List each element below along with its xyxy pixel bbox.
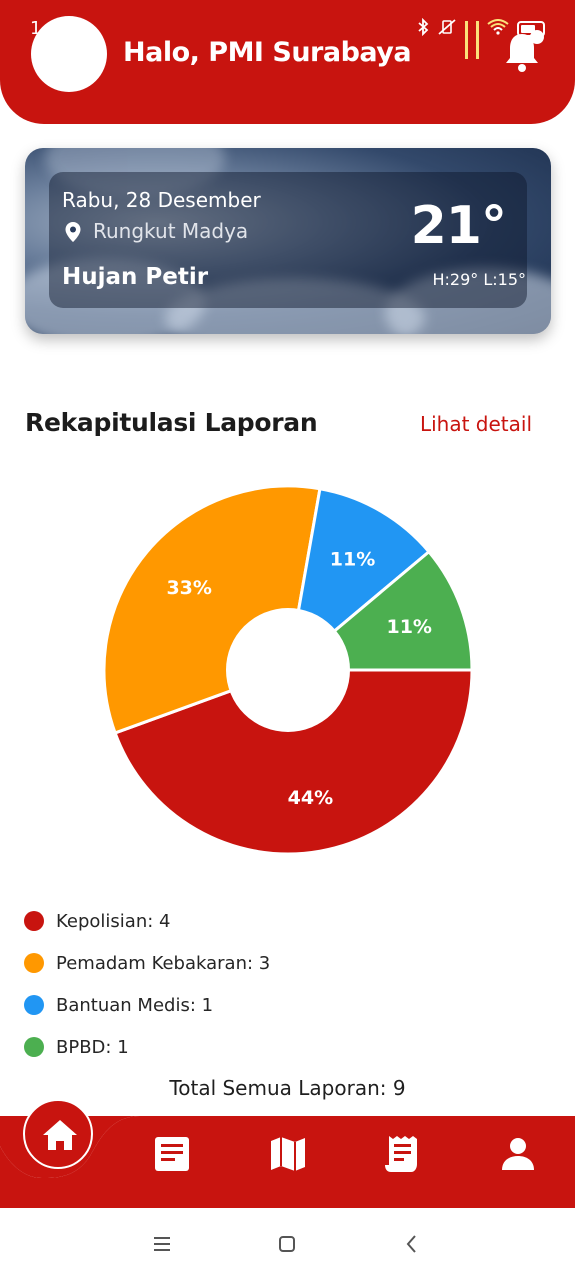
- legend-item: Kepolisian: 4: [24, 900, 524, 942]
- legend-dot-pemadam: [24, 953, 44, 973]
- system-nav-bar: [0, 1208, 575, 1280]
- person-icon: [502, 1138, 534, 1170]
- legend-dot-bpbd: [24, 1037, 44, 1057]
- document-icon: [155, 1137, 189, 1171]
- legend-label: BPBD: 1: [56, 1036, 129, 1058]
- map-icon: [271, 1137, 305, 1171]
- bluetooth-icon: [417, 17, 429, 40]
- header: 1 Halo, PMI Surabaya: [0, 0, 575, 124]
- notification-dot: [530, 30, 544, 44]
- total-reports: Total Semua Laporan: 9: [169, 1076, 406, 1100]
- slice-label-bpbd: 11%: [386, 616, 431, 638]
- slice-label-bantuan-medis: 11%: [330, 548, 375, 570]
- legend-item: BPBD: 1: [24, 1026, 524, 1068]
- weather-condition: Hujan Petir: [62, 264, 209, 290]
- mute-icon: [437, 18, 457, 40]
- notification-bell-icon[interactable]: [502, 30, 542, 74]
- legend-label: Bantuan Medis: 1: [56, 994, 214, 1016]
- cloud-shape: [165, 278, 425, 334]
- legend-label: Kepolisian: 4: [56, 910, 171, 932]
- weather-panel: [49, 172, 527, 308]
- legend-label: Pemadam Kebakaran: 3: [56, 952, 271, 974]
- nav-profile-button[interactable]: [496, 1132, 540, 1176]
- nav-home-button[interactable]: [23, 1099, 93, 1169]
- greeting: Halo, PMI Surabaya: [123, 37, 412, 68]
- chart-legend: Kepolisian: 4 Pemadam Kebakaran: 3 Bantu…: [24, 900, 524, 1068]
- weather-location: Rungkut Madya: [93, 219, 249, 243]
- signal-icon: [465, 21, 468, 59]
- legend-dot-kepolisian: [24, 911, 44, 931]
- pie-slice-kepolisian: [113, 668, 474, 856]
- recent-apps-icon[interactable]: [150, 1232, 174, 1256]
- home-system-icon[interactable]: [275, 1232, 299, 1256]
- report-donut-chart: 44% 33% 11% 11%: [102, 484, 474, 856]
- donut-hole: [226, 608, 350, 732]
- weather-date: Rabu, 28 Desember: [62, 188, 261, 212]
- weather-temperature: 21°: [410, 196, 507, 256]
- nav-receipt-button[interactable]: [381, 1132, 425, 1176]
- legend-dot-medis: [24, 995, 44, 1015]
- receipt-icon: [385, 1136, 417, 1172]
- back-icon[interactable]: [400, 1232, 424, 1256]
- legend-item: Bantuan Medis: 1: [24, 984, 524, 1026]
- status-time: 1: [30, 18, 42, 39]
- weather-card[interactable]: [25, 148, 551, 334]
- nav-map-button[interactable]: [266, 1132, 310, 1176]
- slice-label-kepolisian: 44%: [288, 787, 333, 809]
- location-pin-icon: [65, 222, 81, 242]
- slice-label-pemadam-kebakaran: 33%: [166, 577, 211, 599]
- signal-icon-2: [476, 21, 479, 59]
- wifi-icon: [487, 19, 509, 39]
- section-title: Rekapitulasi Laporan: [25, 408, 318, 437]
- weather-high-low: H:29° L:15°: [432, 270, 526, 289]
- legend-item: Pemadam Kebakaran: 3: [24, 942, 524, 984]
- avatar[interactable]: [31, 16, 107, 92]
- home-icon: [43, 1120, 77, 1150]
- nav-reports-button[interactable]: [150, 1132, 194, 1176]
- detail-link[interactable]: Lihat detail: [419, 412, 532, 436]
